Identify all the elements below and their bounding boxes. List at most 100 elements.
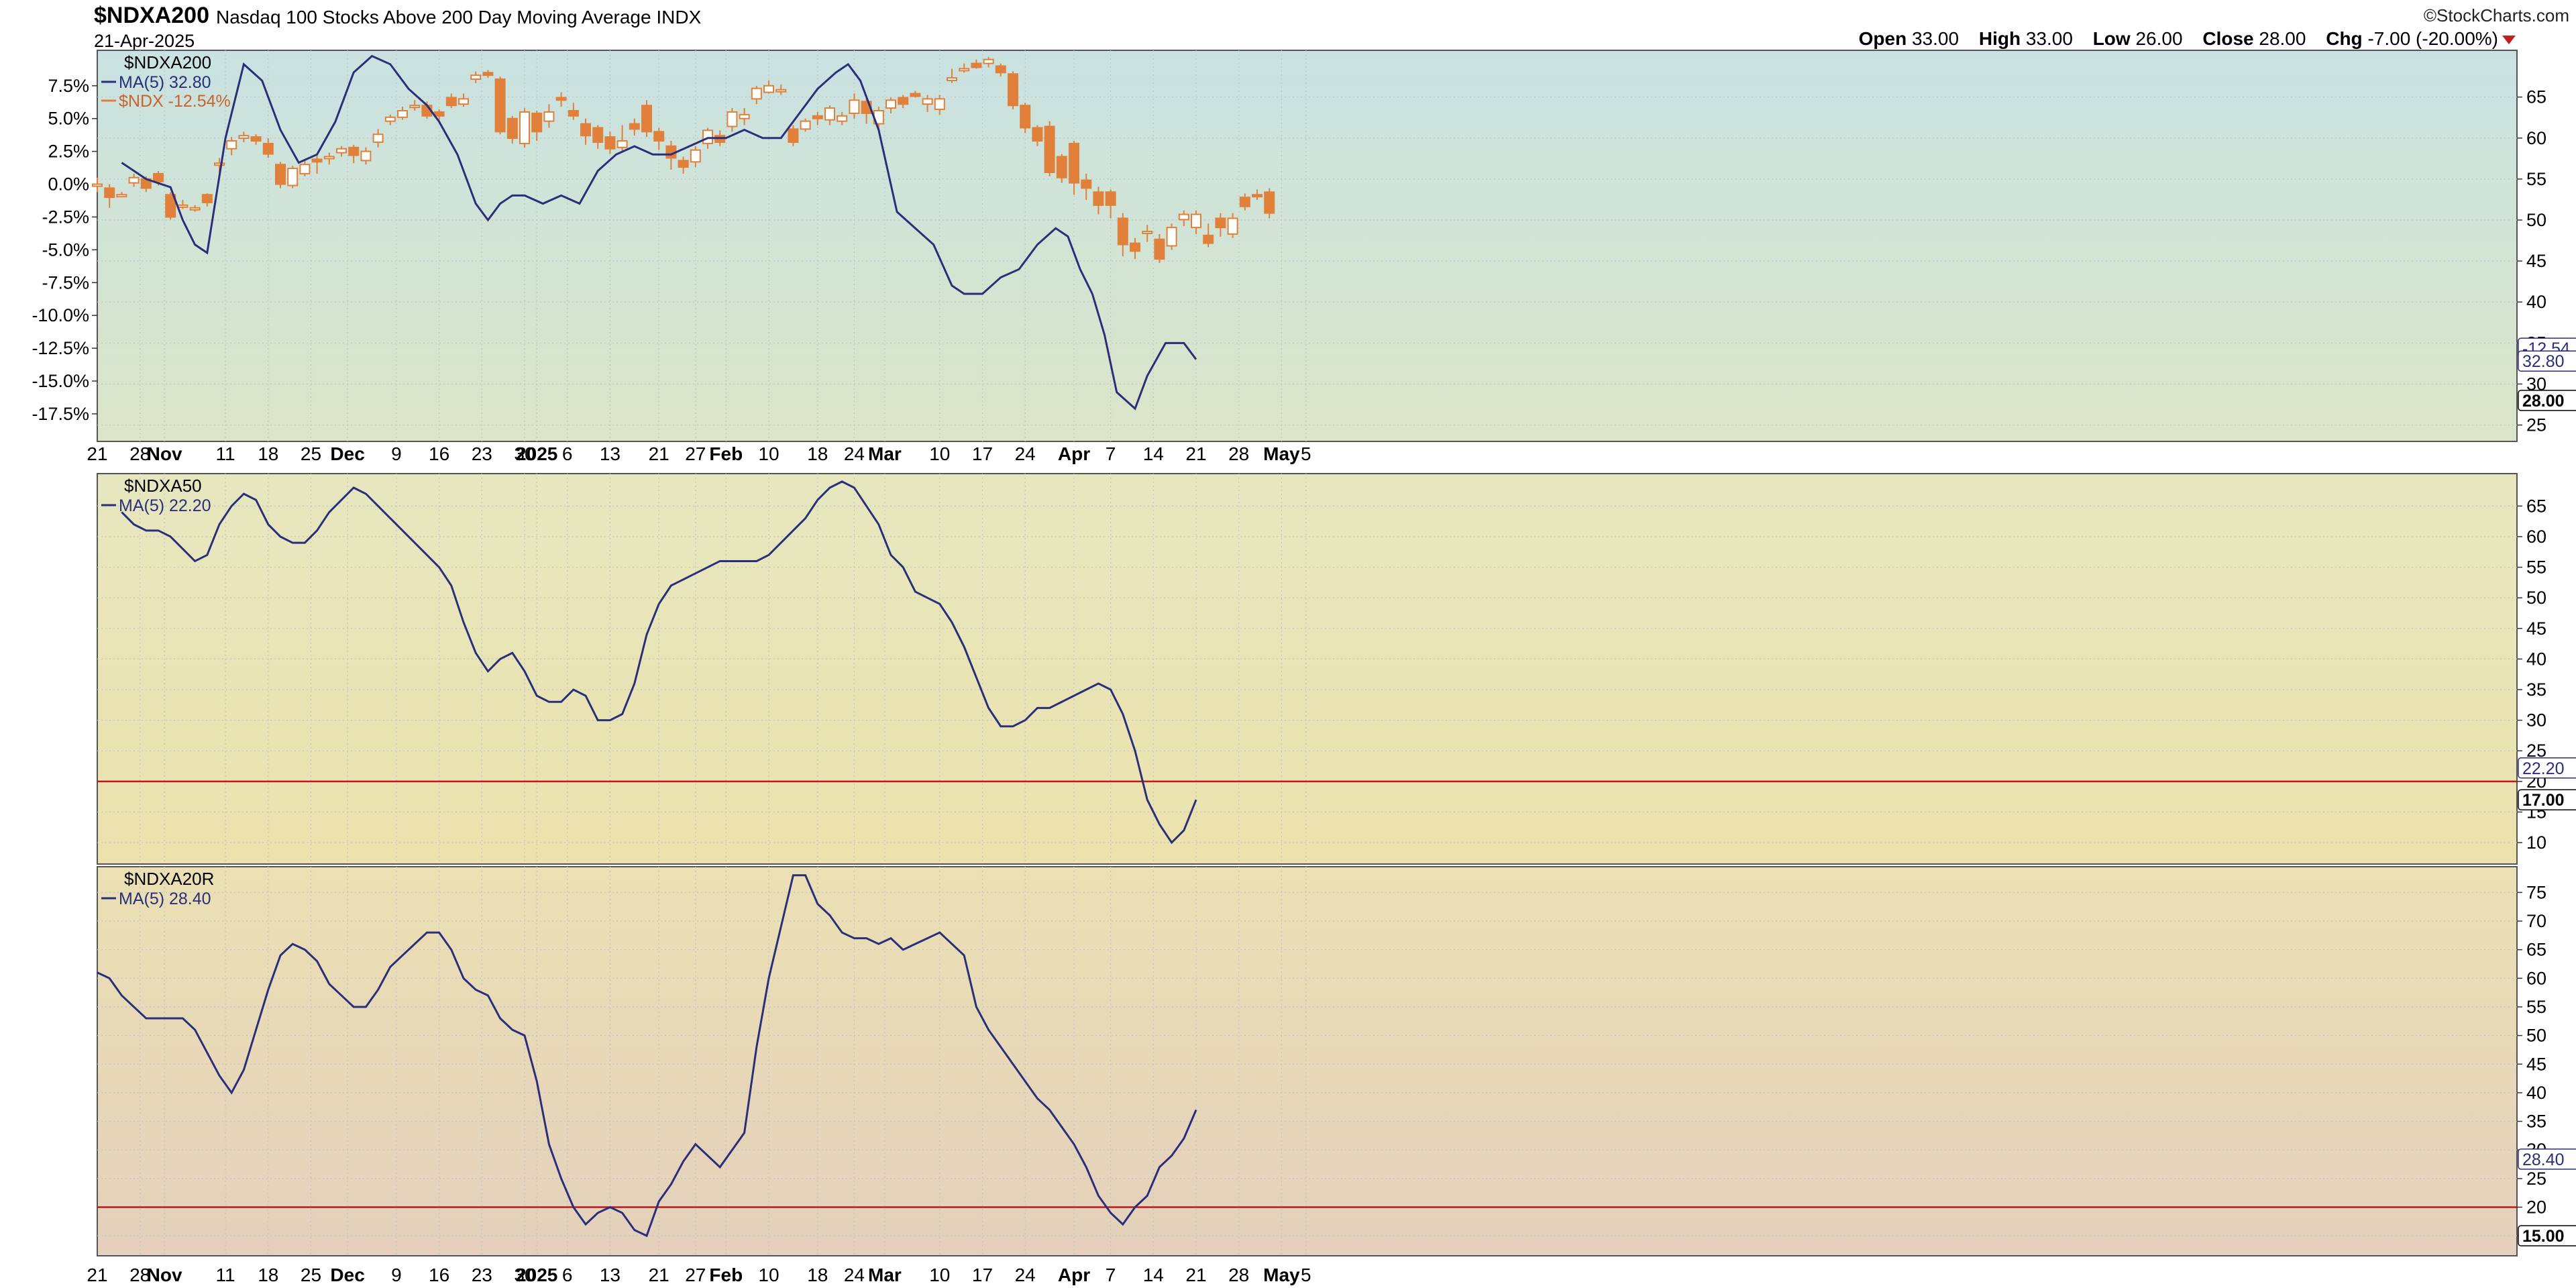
y-tick-label: 40 <box>2526 649 2546 669</box>
x-axis-label: 13 <box>600 443 621 464</box>
x-axis-label: 27 <box>685 443 706 464</box>
candle-body <box>763 85 774 93</box>
y-tick-label: 35 <box>2526 1112 2546 1132</box>
chart-description: Nasdaq 100 Stocks Above 200 Day Moving A… <box>216 7 702 28</box>
x-axis-label: 24 <box>844 1265 865 1285</box>
candle-body <box>1008 73 1018 107</box>
down-arrow-icon <box>2502 36 2516 45</box>
candle-body <box>812 115 823 119</box>
x-axis-label: Nov <box>147 1265 182 1285</box>
candle-body <box>311 158 323 163</box>
x-axis-label: 17 <box>972 1265 993 1285</box>
value-tag <box>2518 757 2576 779</box>
chart-symbol: $NDXA200 <box>94 3 209 28</box>
candle-body <box>947 77 957 81</box>
candle-body <box>458 98 469 105</box>
y-tick-label: 40 <box>2526 292 2546 312</box>
stockcharts-brand[interactable]: ©StockCharts.com <box>2423 5 2569 25</box>
x-axis-label: 11 <box>216 1265 235 1285</box>
candle-body <box>275 164 286 185</box>
candle-body <box>922 98 933 105</box>
low-label: Low <box>2092 28 2131 49</box>
y-left-tick-label: -10.0% <box>32 305 89 325</box>
x-axis-label: Feb <box>709 443 743 464</box>
x-axis-label: 17 <box>972 443 993 464</box>
candle-body <box>653 131 665 142</box>
candle-body <box>116 194 127 198</box>
panel-1: 2530354045505560657.5%5.0%2.5%0.0%-2.5%-… <box>32 50 2576 442</box>
x-axis-label: 28 <box>1228 443 1249 464</box>
candle-body <box>1166 227 1177 247</box>
candle-body <box>1105 191 1116 206</box>
candle-body <box>470 74 482 80</box>
candle-body <box>959 68 970 72</box>
candle-body <box>983 58 994 64</box>
ma5-line <box>121 54 1197 411</box>
candle-body <box>1081 179 1092 189</box>
x-axis-label: 18 <box>258 443 278 464</box>
high-value: 33.00 <box>2025 28 2073 49</box>
y-tick-label: 65 <box>2526 940 2546 960</box>
y-left-tick-label: -7.5% <box>42 272 89 292</box>
y-tick-label: 45 <box>2526 1054 2546 1074</box>
open-label: Open <box>1858 28 1907 49</box>
y-tick-label: 35 <box>2526 680 2546 700</box>
candle-body <box>226 140 237 150</box>
y-left-tick-label: -17.5% <box>32 404 89 424</box>
x-axis-label: 6 <box>562 1265 573 1285</box>
candle-body <box>788 128 799 143</box>
x-axis-label: 10 <box>758 443 779 464</box>
close-value: 28.00 <box>2259 28 2306 49</box>
x-axis-label: 21 <box>649 1265 669 1285</box>
y-tick-label: 45 <box>2526 619 2546 639</box>
candle-body <box>971 62 982 68</box>
x-axis-label: 28 <box>129 443 150 464</box>
low-value: 26.00 <box>2135 28 2183 49</box>
x-axis-label: 24 <box>1015 1265 1036 1285</box>
panel-legend-symbol: $NDXA20R <box>124 869 214 889</box>
candle-body <box>336 148 347 154</box>
candle-body <box>214 162 225 166</box>
panel-legend-symbol: $NDXA50 <box>124 476 202 496</box>
y-tick-label: 25 <box>2526 1169 2546 1189</box>
x-axis-label: 21 <box>87 1265 107 1285</box>
x-axis-label: 27 <box>685 1265 706 1285</box>
ohlc-readout: Open 33.00 High 33.00 Low 26.00 Close 28… <box>1859 28 2516 50</box>
x-axis-label: 14 <box>1143 1265 1164 1285</box>
candle-body <box>372 133 384 143</box>
value-tag <box>2518 350 2576 372</box>
candle-body <box>177 204 189 208</box>
x-axis-label: May <box>1263 443 1300 464</box>
x-axis-label: 5 <box>1301 1265 1311 1285</box>
y-tick-label: 45 <box>2526 251 2546 271</box>
y-tick-label: 65 <box>2526 87 2546 107</box>
y-tick-label: 50 <box>2526 1026 2546 1046</box>
x-axis-label: 18 <box>807 1265 828 1285</box>
candle-body <box>1130 242 1140 252</box>
candle-body <box>678 160 689 168</box>
candle-body <box>641 105 652 133</box>
candle-body <box>299 164 311 174</box>
x-axis-label: 18 <box>807 443 828 464</box>
x-axis-label: 21 <box>87 443 107 464</box>
x-axis-label: 9 <box>391 443 402 464</box>
panel-3: 1520253035404550556065707528.4015.00$NDX… <box>97 866 2576 1256</box>
x-axis-label: 21 <box>1185 1265 1206 1285</box>
candle-body <box>592 127 604 143</box>
x-axis-label: 30 <box>514 443 535 464</box>
ma5-line <box>97 874 1197 1238</box>
x-axis-label: May <box>1263 1265 1300 1285</box>
x-axis-label: 16 <box>429 1265 449 1285</box>
y-tick-label: 25 <box>2526 415 2546 435</box>
x-axis-label: Mar <box>868 1265 902 1285</box>
candle-body <box>384 116 396 122</box>
value-tag <box>2518 390 2576 411</box>
candle-body <box>287 168 299 186</box>
candle-body <box>702 129 713 144</box>
x-axis-label: 21 <box>1185 443 1206 464</box>
candle-body <box>1178 213 1189 221</box>
x-axis-label: Nov <box>147 443 182 464</box>
chart-date: 21-Apr-2025 <box>94 31 195 51</box>
x-axis-label: 14 <box>1143 443 1164 464</box>
x-axis-label: 2025 <box>516 1265 557 1285</box>
